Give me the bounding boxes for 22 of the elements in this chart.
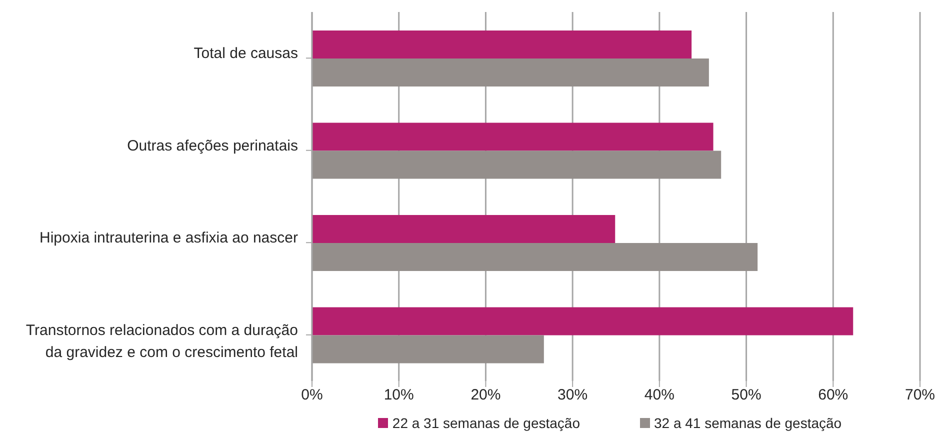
- x-tick-label: 20%: [470, 386, 501, 404]
- x-tick-label: 40%: [644, 386, 674, 404]
- bar: [312, 150, 722, 179]
- bar: [312, 214, 616, 243]
- bar: [312, 30, 692, 58]
- legend-label: 32 a 41 semanas de gestação: [653, 415, 842, 431]
- y-tick-label: Total de causas: [194, 45, 298, 62]
- bar: [312, 58, 709, 86]
- bar: [312, 307, 854, 336]
- bar: [312, 242, 758, 271]
- x-tick-label: 10%: [384, 386, 414, 404]
- x-tick-label: 0%: [301, 386, 323, 404]
- x-tick-label: 70%: [904, 386, 936, 404]
- x-tick-label: 30%: [558, 386, 588, 404]
- y-tick-label: Transtornos relacionados com a duração da gravidez e com o crescimento fetal: [26, 322, 298, 361]
- legend-label: 22 a 31 semanas de gestação: [391, 415, 580, 431]
- bar: [312, 122, 714, 151]
- x-tick-label: 60%: [818, 386, 848, 404]
- bar: [312, 335, 544, 364]
- y-tick-label: Outras afeções perinatais: [127, 137, 298, 154]
- y-tick-label: Hipoxia intrauterina e asfixia ao nascer: [40, 230, 298, 247]
- x-tick-label: 50%: [731, 386, 762, 404]
